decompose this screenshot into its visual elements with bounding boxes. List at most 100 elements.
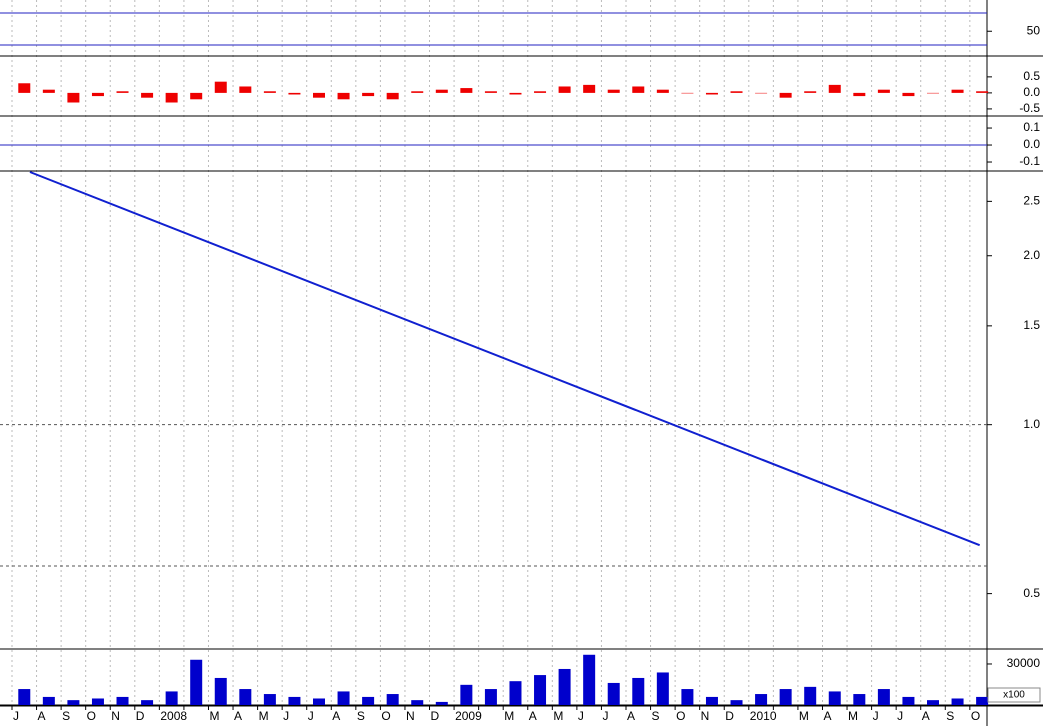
x-tick-label: M (504, 709, 514, 723)
y-tick-label: 0.0 (1023, 137, 1040, 151)
x-tick-label: A (332, 709, 340, 723)
y-tick-label: 1.0 (1023, 417, 1040, 431)
bar (239, 689, 252, 705)
y-tick-label: 0.5 (1023, 69, 1040, 83)
y-tick-label: -0.5 (1019, 101, 1040, 115)
x-tick-label: J (308, 709, 314, 723)
x-tick-label: D (136, 709, 145, 723)
x-tick-label: N (406, 709, 415, 723)
x-tick-label: N (701, 709, 710, 723)
bar (534, 91, 547, 93)
bar (67, 92, 80, 103)
bar (656, 89, 669, 93)
x-tick-label: J (13, 709, 19, 723)
x-tick-label: O (676, 709, 685, 723)
bar (165, 691, 178, 705)
bar (656, 672, 669, 705)
bar (313, 698, 325, 705)
x-tick-label: J (873, 709, 879, 723)
bar (239, 86, 252, 93)
bar (313, 92, 325, 98)
bar (558, 668, 571, 705)
bar (362, 92, 375, 97)
x-tick-label: A (823, 709, 831, 723)
x-tick-label: A (38, 709, 46, 723)
bar (927, 92, 939, 94)
bar (337, 92, 350, 100)
bar (976, 696, 989, 705)
bar (484, 91, 497, 93)
y-tick-label: 30000 (1007, 656, 1041, 670)
bar (263, 91, 276, 93)
bar (632, 86, 645, 93)
bar (902, 92, 915, 97)
x-tick-label: 2009 (455, 709, 482, 723)
bar (67, 700, 80, 705)
x-tick-label: S (946, 709, 954, 723)
x-tick-label: A (922, 709, 930, 723)
bar (755, 92, 768, 94)
x-tick-label: S (62, 709, 70, 723)
bar (263, 694, 276, 705)
bar (755, 694, 768, 705)
bar (730, 91, 743, 93)
bar (337, 691, 350, 705)
bar (42, 696, 55, 705)
bar (607, 89, 620, 93)
bar (288, 696, 301, 705)
y-tick-label: 2.0 (1023, 248, 1040, 262)
bar (509, 92, 522, 95)
x-tick-label: D (431, 709, 440, 723)
bar (190, 659, 203, 705)
x-tick-label: 2008 (160, 709, 187, 723)
x-tick-label: 2010 (750, 709, 777, 723)
bar (91, 698, 104, 705)
bar (804, 91, 817, 93)
x-tick-label: S (652, 709, 660, 723)
bar (214, 81, 227, 93)
bar (214, 677, 227, 705)
unit-label: x100 (1003, 690, 1025, 701)
bar (779, 92, 792, 98)
bar (362, 696, 375, 705)
x-tick-label: M (259, 709, 269, 723)
unit-label-box (987, 687, 1041, 703)
bar (705, 696, 718, 705)
bar (141, 700, 154, 705)
bar (976, 91, 989, 93)
bar (509, 681, 522, 705)
bar (558, 86, 571, 93)
bar (18, 689, 31, 705)
bar (190, 92, 203, 100)
x-tick-label: O (87, 709, 96, 723)
x-tick-label: A (627, 709, 635, 723)
y-tick-label: 0.1 (1023, 120, 1040, 134)
x-tick-label: A (234, 709, 242, 723)
y-tick-label: 0.5 (1023, 586, 1040, 600)
bar (484, 689, 497, 705)
bar (951, 698, 964, 705)
bar (705, 92, 718, 95)
x-tick-label: O (971, 709, 980, 723)
bar (853, 92, 866, 97)
bar (877, 89, 890, 93)
y-tick-label: 0.0 (1023, 85, 1040, 99)
bar (460, 88, 473, 93)
x-tick-label: J (283, 709, 289, 723)
bar (386, 92, 399, 100)
bar (435, 701, 448, 705)
x-tick-label: M (209, 709, 219, 723)
bar (534, 675, 547, 705)
x-tick-label: M (799, 709, 809, 723)
bar (877, 689, 890, 705)
bar (411, 91, 424, 93)
bar (951, 89, 964, 93)
bar (435, 89, 448, 93)
x-tick-label: A (529, 709, 537, 723)
bar (779, 689, 792, 705)
bar (804, 686, 817, 705)
bar (607, 682, 620, 705)
bar (681, 689, 694, 705)
